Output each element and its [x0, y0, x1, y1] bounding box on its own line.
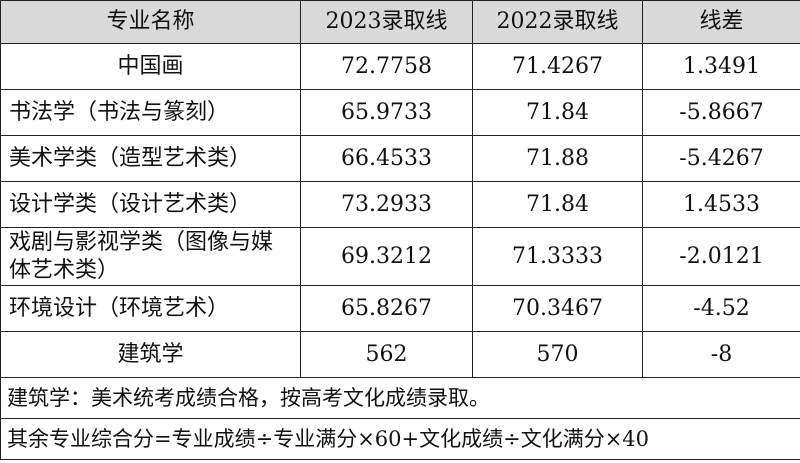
- note: 建筑学：美术统考成绩合格，按高考文化成绩录取。: [0, 377, 800, 419]
- table-body: 中国画 72.7758 71.4267 1.3491 书法学（书法与篆刻） 65.9733…: [0, 43, 800, 460]
- score-cell: 71.84: [472, 89, 643, 136]
- score-cell: -2.0121: [642, 227, 800, 286]
- note: 其余专业综合分=专业成绩÷专业满分×60+文化成绩÷文化满分×40: [0, 418, 800, 460]
- score-cell: -8: [642, 331, 800, 378]
- header-cell: 线差: [642, 0, 800, 44]
- major-name: 美术学类（造型艺术类）: [0, 135, 301, 182]
- score-cell: 65.8267: [300, 285, 473, 332]
- table-row: 书法学（书法与篆刻） 65.9733 71.84 -5.8667: [0, 89, 800, 136]
- score-cell: 1.3491: [642, 43, 800, 90]
- major-name: 建筑学: [0, 331, 301, 378]
- score-cell: 71.3333: [472, 227, 643, 286]
- major-name: 中国画: [0, 43, 301, 90]
- score-cell: 562: [300, 331, 473, 378]
- score-cell: 71.4267: [472, 43, 643, 90]
- note-row: 建筑学：美术统考成绩合格，按高考文化成绩录取。: [0, 377, 800, 419]
- score-cell: -5.4267: [642, 135, 800, 182]
- major-name: 戏剧与影视学类（图像与媒体艺术类）: [0, 227, 301, 286]
- major-name: 环境设计（环境艺术）: [0, 285, 301, 332]
- table-row: 美术学类（造型艺术类） 66.4533 71.88 -5.4267: [0, 135, 800, 182]
- score-cell: 73.2933: [300, 181, 473, 228]
- header-cell: 2022录取线: [472, 0, 643, 44]
- table-row: 戏剧与影视学类（图像与媒体艺术类） 69.3212 71.3333 -2.0121: [0, 227, 800, 286]
- table-row: 设计学类（设计艺术类） 73.2933 71.84 1.4533: [0, 181, 800, 228]
- score-cell: -5.8667: [642, 89, 800, 136]
- note-row: 其余专业综合分=专业成绩÷专业满分×60+文化成绩÷文化满分×40: [0, 418, 800, 460]
- score-cell: 65.9733: [300, 89, 473, 136]
- major-name: 设计学类（设计艺术类）: [0, 181, 301, 228]
- header-row: 专业名称 2023录取线 2022录取线 线差: [0, 0, 800, 44]
- table-row: 环境设计（环境艺术） 65.8267 70.3467 -4.52: [0, 285, 800, 332]
- header-cell: 2023录取线: [300, 0, 473, 44]
- major-name: 书法学（书法与篆刻）: [0, 89, 301, 136]
- score-cell: 70.3467: [472, 285, 643, 332]
- table-row: 中国画 72.7758 71.4267 1.3491: [0, 43, 800, 90]
- score-cell: 66.4533: [300, 135, 473, 182]
- table-row: 建筑学 562 570 -8: [0, 331, 800, 378]
- score-cell: 71.84: [472, 181, 643, 228]
- score-cell: -4.52: [642, 285, 800, 332]
- score-cell: 1.4533: [642, 181, 800, 228]
- score-cell: 72.7758: [300, 43, 473, 90]
- header-cell: 专业名称: [0, 0, 301, 44]
- score-cell: 69.3212: [300, 227, 473, 286]
- score-cell: 71.88: [472, 135, 643, 182]
- score-cell: 570: [472, 331, 643, 378]
